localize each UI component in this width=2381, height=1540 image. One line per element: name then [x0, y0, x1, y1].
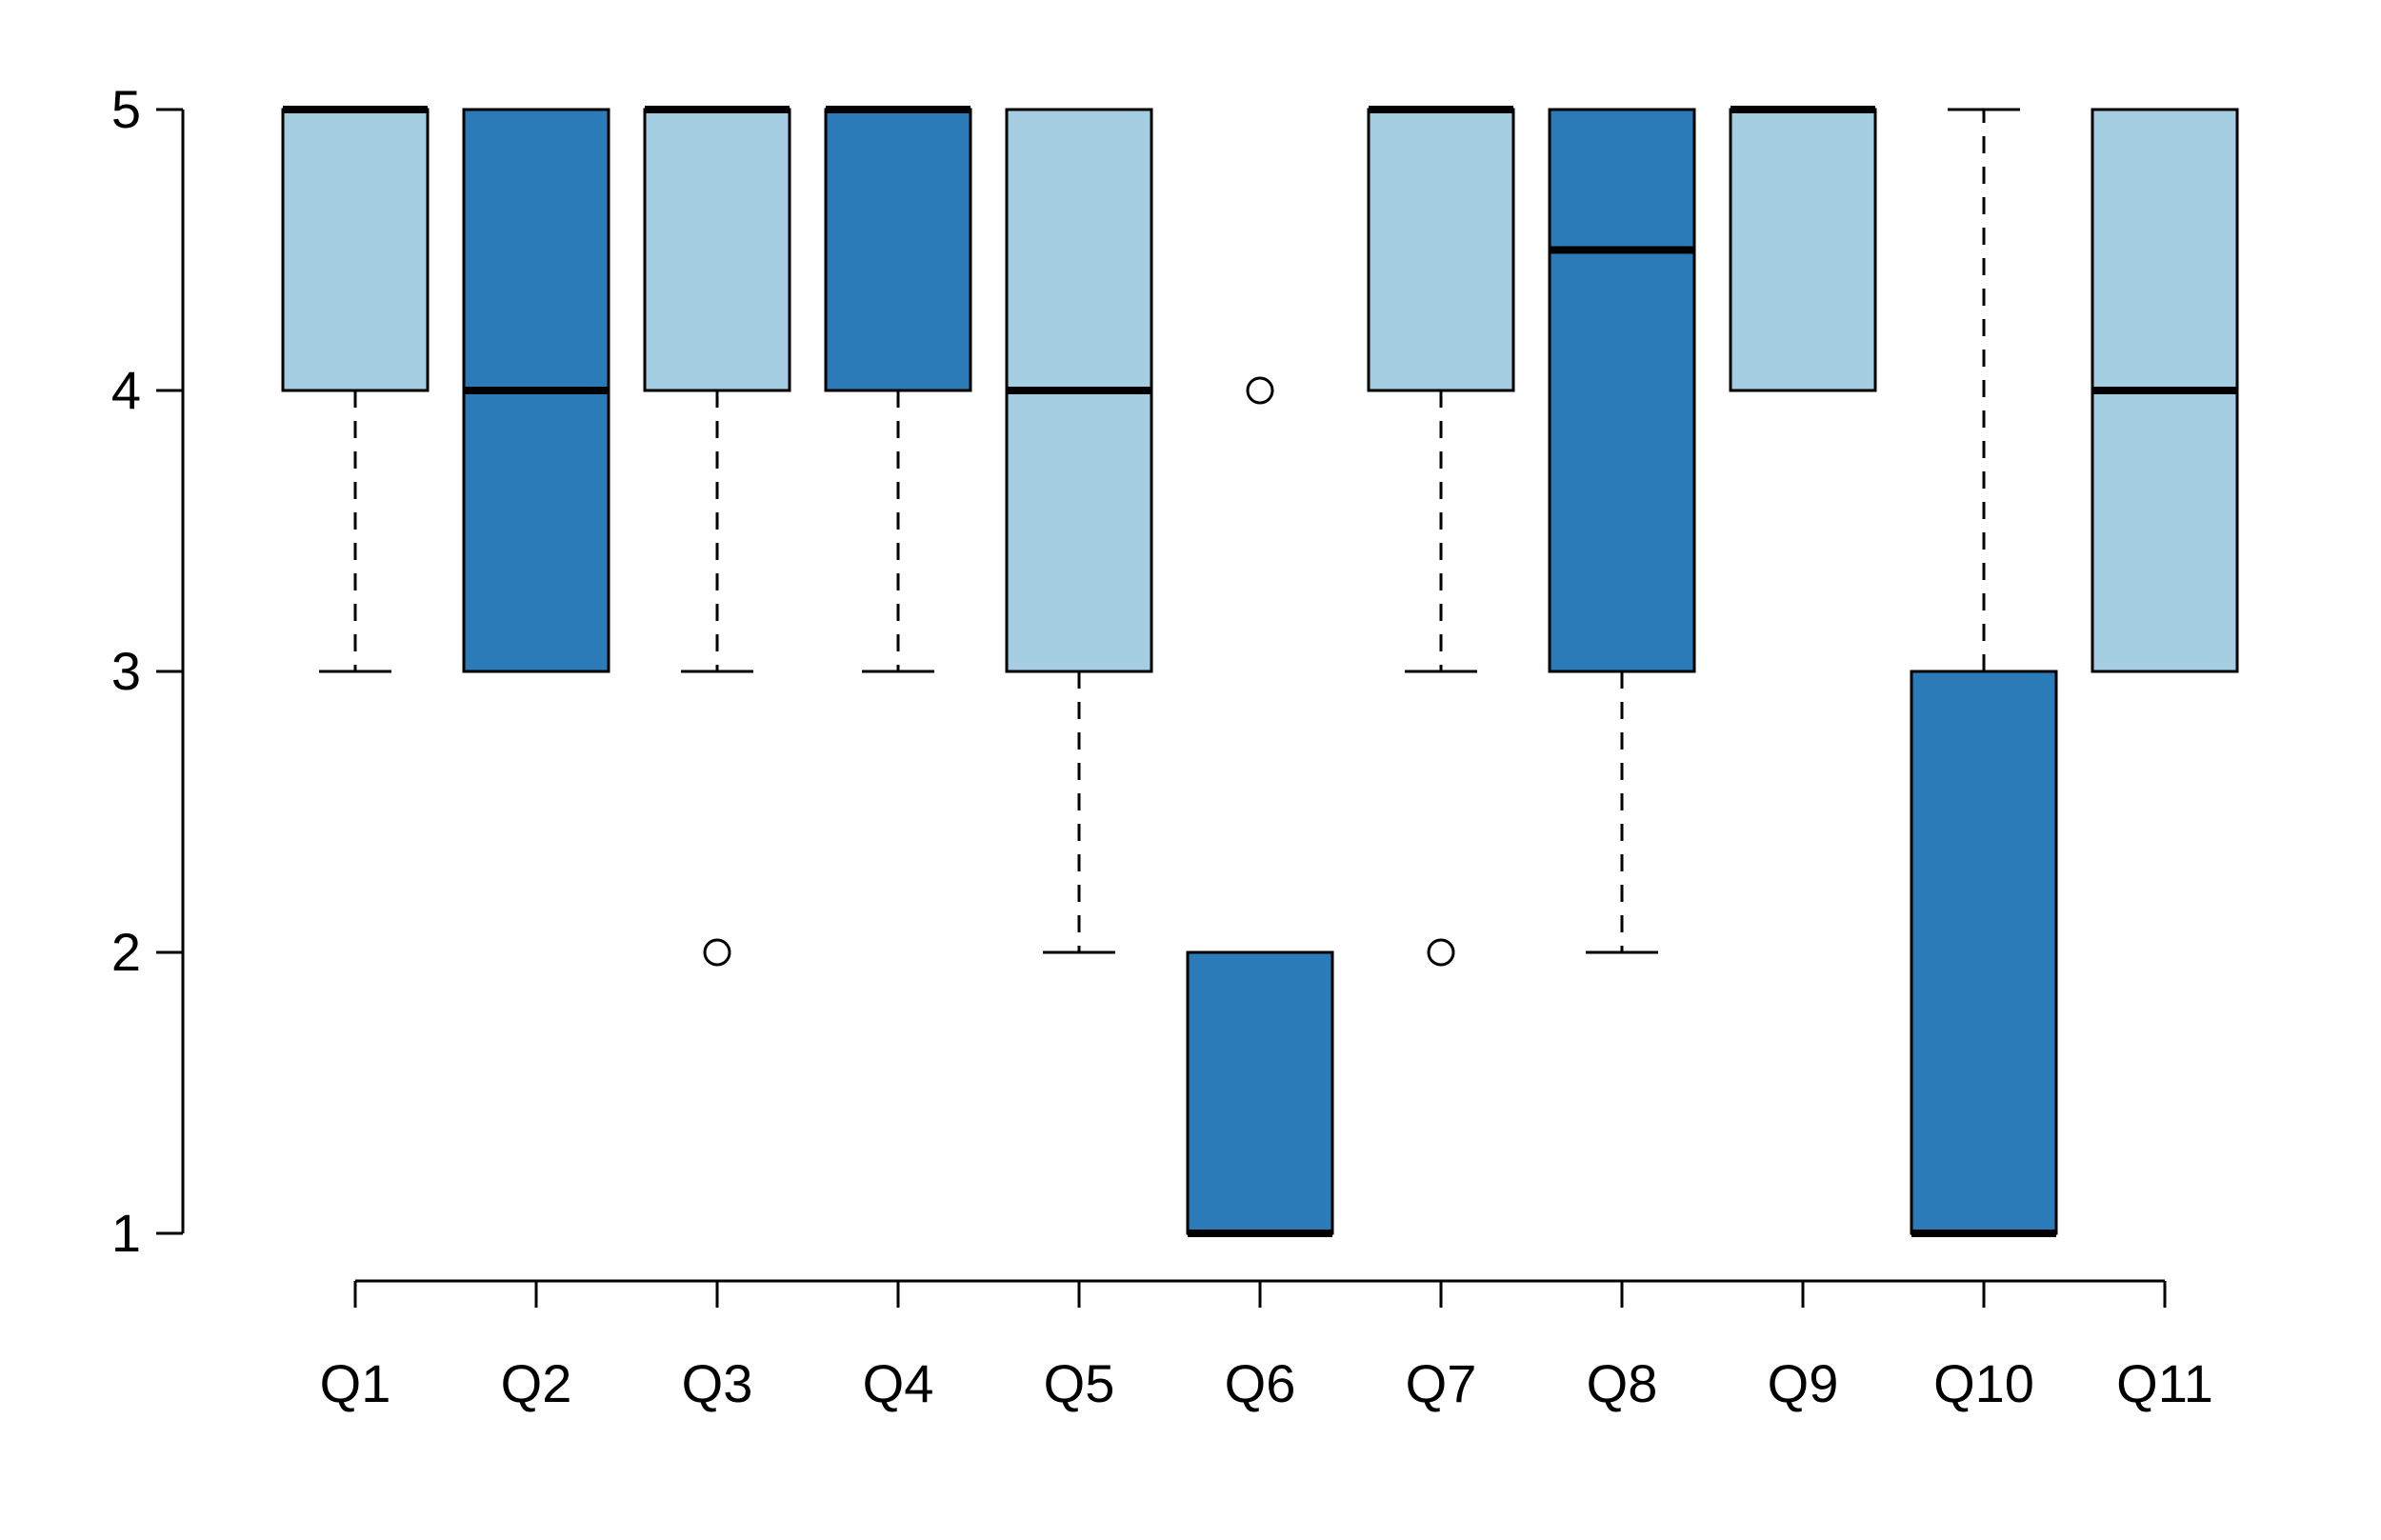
- outlier-q7: [1427, 938, 1455, 967]
- y-tick-label: 4: [111, 360, 141, 420]
- box-q10: [1910, 670, 2058, 1235]
- x-tick-label: Q9: [1768, 1353, 1839, 1413]
- x-tick-label: Q5: [1044, 1353, 1115, 1413]
- outlier-q3: [703, 938, 731, 967]
- box-q4: [824, 108, 972, 392]
- x-tick-label: Q1: [320, 1353, 391, 1413]
- y-tick-label: 3: [111, 641, 141, 701]
- x-tick-label: Q3: [682, 1353, 753, 1413]
- x-tick-label: Q11: [2116, 1353, 2213, 1413]
- x-tick-label: Q6: [1225, 1353, 1296, 1413]
- box-q3: [643, 108, 791, 392]
- x-tick-label: Q10: [1933, 1353, 2034, 1413]
- outlier-q6: [1246, 376, 1274, 405]
- box-q9: [1729, 108, 1877, 392]
- y-tick-label: 5: [111, 79, 141, 139]
- box-q8: [1548, 108, 1696, 673]
- x-tick-label: Q7: [1406, 1353, 1477, 1413]
- y-tick-label: 2: [111, 922, 141, 982]
- x-tick-label: Q4: [863, 1353, 934, 1413]
- y-tick-label: 1: [111, 1203, 141, 1263]
- x-tick-label: Q8: [1587, 1353, 1658, 1413]
- box-q1: [281, 108, 430, 392]
- box-q6: [1186, 950, 1334, 1235]
- x-tick-label: Q2: [501, 1353, 572, 1413]
- box-q7: [1367, 108, 1515, 392]
